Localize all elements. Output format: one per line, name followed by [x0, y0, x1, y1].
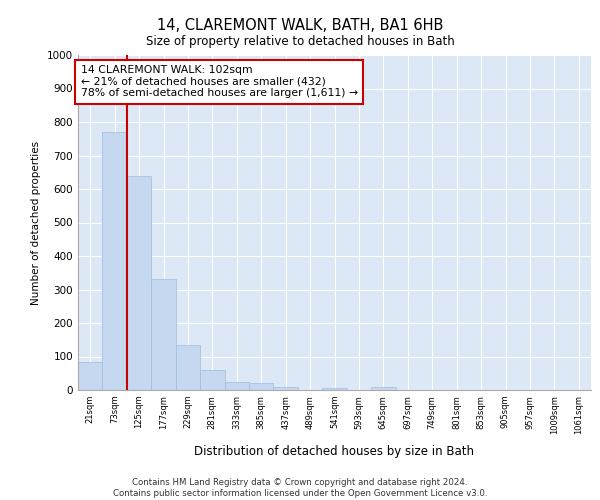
Bar [78, 362, 103, 390]
Y-axis label: Number of detached properties: Number of detached properties [31, 140, 41, 304]
Bar [151, 280, 176, 390]
Bar [103, 132, 127, 390]
Bar [371, 386, 395, 390]
Text: 14 CLAREMONT WALK: 102sqm
← 21% of detached houses are smaller (432)
78% of semi: 14 CLAREMONT WALK: 102sqm ← 21% of detac… [80, 65, 358, 98]
Text: 14, CLAREMONT WALK, BATH, BA1 6HB: 14, CLAREMONT WALK, BATH, BA1 6HB [157, 18, 443, 32]
Bar [322, 388, 347, 390]
Bar [224, 382, 249, 390]
X-axis label: Distribution of detached houses by size in Bath: Distribution of detached houses by size … [194, 445, 475, 458]
Bar [127, 176, 151, 390]
Text: Contains HM Land Registry data © Crown copyright and database right 2024.
Contai: Contains HM Land Registry data © Crown c… [113, 478, 487, 498]
Bar [249, 384, 274, 390]
Bar [176, 345, 200, 390]
Text: Size of property relative to detached houses in Bath: Size of property relative to detached ho… [146, 35, 454, 48]
Bar [200, 370, 224, 390]
Bar [274, 386, 298, 390]
